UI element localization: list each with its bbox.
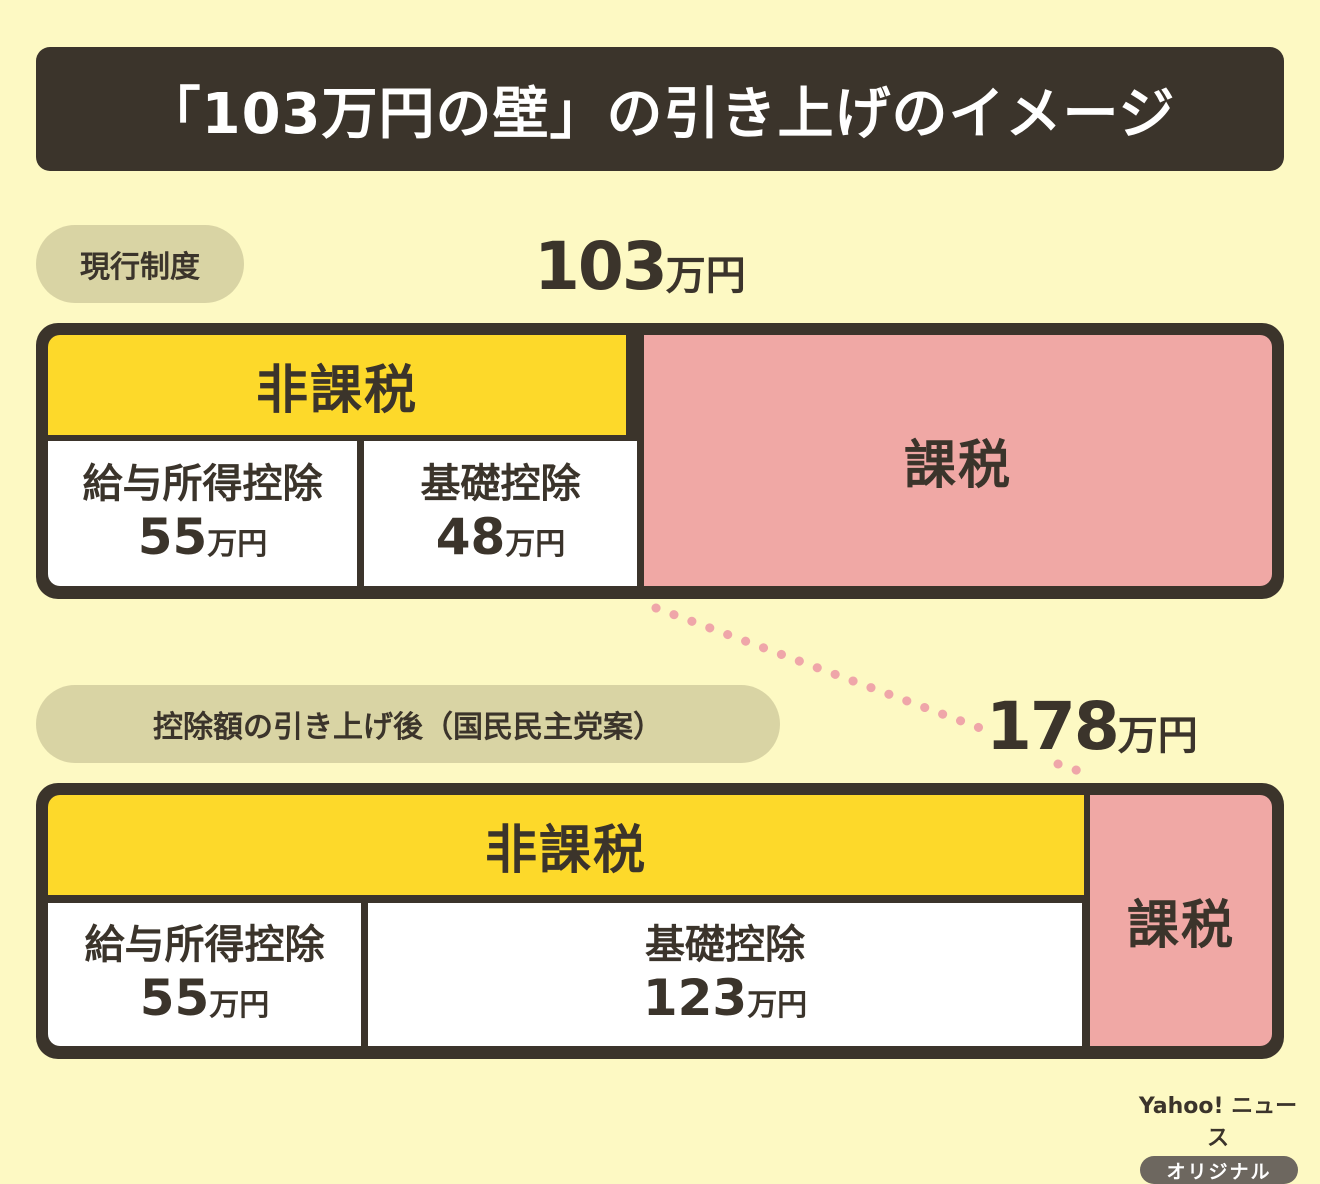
deduction-unit: 万円 [209, 988, 270, 1023]
deduction-value: 123 [642, 969, 748, 1027]
deduction-label: 基礎控除 [645, 922, 805, 968]
deduction-label: 給与所得控除 [82, 461, 323, 507]
current-threshold: 103万円 [534, 228, 746, 305]
deduction-label: 給与所得控除 [84, 922, 325, 968]
title-bar: 「103万円の壁」の引き上げのイメージ [36, 47, 1284, 171]
proposed-tax-label: 課税 [1126, 896, 1235, 956]
deduction-value: 55 [137, 508, 208, 566]
proposed-threshold: 178万円 [986, 688, 1198, 765]
current-threshold-unit: 万円 [665, 253, 746, 299]
proposed-nontax-segment: 非課税 [48, 795, 1084, 895]
page-title: 「103万円の壁」の引き上げのイメージ [144, 81, 1176, 147]
current-tax-segment: 課税 [644, 335, 1272, 586]
brand-logo: Yahoo! ニュース オリジナル [1138, 1088, 1298, 1184]
proposed-deduction-employment: 給与所得控除 55万円 [48, 903, 361, 1046]
current-deduction-employment: 給与所得控除 55万円 [48, 441, 357, 586]
deduction-label: 基礎控除 [420, 461, 581, 507]
proposed-deduction-basic: 基礎控除 123万円 [368, 903, 1082, 1046]
current-bar: 非課税 給与所得控除 55万円 基礎控除 48万円 課税 [36, 323, 1284, 599]
current-nontax-segment: 非課税 [48, 335, 626, 435]
proposed-system-label-text: 控除額の引き上げ後（国民民主党案） [153, 710, 663, 745]
deduction-unit: 万円 [505, 527, 566, 562]
proposed-nontax-label: 非課税 [484, 820, 647, 881]
proposed-threshold-value: 178 [986, 688, 1120, 765]
proposed-system-label: 控除額の引き上げ後（国民民主党案） [36, 685, 780, 763]
brand-name: Yahoo! ニュース [1138, 1094, 1298, 1151]
current-tax-label: 課税 [903, 436, 1012, 496]
deduction-value: 48 [435, 508, 506, 566]
current-nontax-label: 非課税 [255, 360, 418, 421]
proposed-tax-segment: 課税 [1090, 795, 1272, 1046]
deduction-unit: 万円 [747, 988, 808, 1023]
proposed-threshold-unit: 万円 [1117, 713, 1198, 759]
brand-badge: オリジナル [1140, 1156, 1298, 1184]
current-threshold-value: 103 [534, 228, 668, 305]
proposed-bar: 非課税 給与所得控除 55万円 基礎控除 123万円 課税 [36, 783, 1284, 1059]
current-system-label-text: 現行制度 [80, 250, 200, 285]
deduction-value: 55 [139, 969, 210, 1027]
current-system-label: 現行制度 [36, 225, 244, 303]
deduction-unit: 万円 [207, 527, 268, 562]
current-deduction-basic: 基礎控除 48万円 [364, 441, 637, 586]
